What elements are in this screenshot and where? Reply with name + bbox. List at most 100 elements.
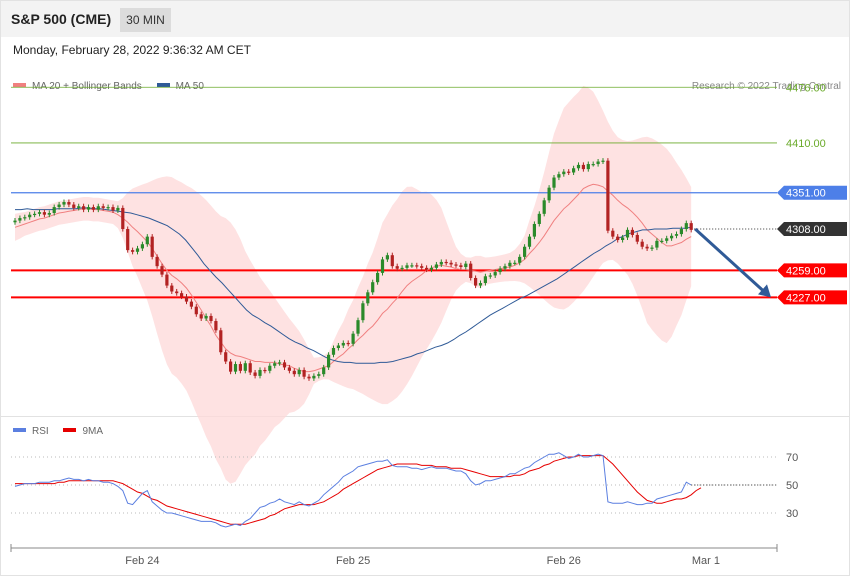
candle: [395, 263, 399, 272]
rsi-swatch-icon: [13, 428, 26, 433]
candle: [77, 203, 81, 211]
candle-body: [23, 217, 27, 219]
candle: [346, 340, 350, 347]
candle: [591, 161, 595, 167]
candle: [518, 254, 522, 266]
candle-body: [689, 223, 693, 230]
timeframe-button[interactable]: 30 MIN: [120, 8, 171, 32]
candle-body: [37, 212, 42, 214]
candle: [513, 260, 517, 266]
legend-item-ma50: MA 50: [156, 81, 204, 92]
candle-body: [47, 212, 51, 215]
candle-body: [523, 246, 527, 257]
candle: [366, 289, 370, 306]
pane-divider: [1, 416, 849, 417]
candle: [557, 171, 561, 181]
candle: [645, 244, 649, 251]
level-label-4476.00: 4476.00: [786, 82, 826, 94]
rsi-line: [14, 452, 692, 528]
candle: [542, 197, 546, 217]
candle-body: [165, 274, 169, 286]
candle: [18, 215, 22, 224]
candle: [322, 364, 326, 377]
candle: [287, 364, 291, 374]
legend-label-ma20: MA 20 + Bollinger Bands: [32, 81, 142, 92]
level-label-4410.00: 4410.00: [786, 138, 826, 150]
candle: [493, 269, 497, 278]
candle: [380, 256, 385, 276]
candle-body: [488, 275, 492, 277]
candle: [439, 259, 443, 268]
candle: [650, 245, 654, 251]
candle-body: [209, 315, 213, 322]
candle: [684, 220, 688, 232]
candle-body: [542, 200, 546, 214]
candle-body: [297, 369, 301, 375]
candle-body: [537, 213, 541, 224]
candle: [527, 234, 532, 250]
candle: [194, 304, 198, 317]
forecast-arrow: [694, 227, 767, 294]
candle: [42, 209, 46, 218]
candle-body: [62, 202, 66, 205]
candle-body: [390, 255, 394, 267]
candle: [155, 254, 159, 269]
candle-body: [155, 256, 159, 267]
candle-body: [674, 234, 679, 236]
legend-label-rsi: RSI: [32, 426, 49, 437]
candle-body: [229, 361, 233, 372]
candle: [57, 202, 61, 210]
candle: [292, 368, 296, 377]
candle: [449, 260, 453, 268]
candle-body: [258, 369, 262, 376]
candle: [601, 158, 605, 165]
candle-body: [415, 265, 419, 267]
candle-body: [214, 321, 218, 331]
candle: [312, 373, 316, 381]
candle-body: [474, 277, 478, 286]
candle: [199, 311, 203, 322]
forecast-arrow-head: [758, 284, 771, 298]
candle-body: [268, 365, 272, 371]
candle: [459, 262, 463, 270]
legend-item-9ma: 9MA: [63, 426, 103, 437]
candle: [616, 234, 620, 243]
bollinger-band: [15, 85, 692, 484]
candle-body: [449, 262, 453, 265]
candle-body: [405, 265, 409, 268]
candle: [508, 260, 512, 269]
candle-body: [454, 264, 458, 266]
candle: [91, 204, 95, 213]
candle-body: [425, 267, 429, 270]
candle: [263, 367, 267, 374]
candle: [474, 275, 478, 289]
candle-body: [547, 187, 551, 201]
candle-body: [665, 238, 669, 241]
candle-body: [194, 306, 198, 315]
candle-body: [493, 272, 497, 276]
candle: [219, 327, 223, 355]
candle: [258, 367, 262, 379]
candle: [67, 199, 71, 208]
candle: [469, 261, 473, 281]
candle: [111, 204, 115, 213]
candle-body: [679, 229, 683, 235]
candle-body: [184, 296, 189, 302]
candle-body: [439, 261, 443, 265]
candle-body: [380, 259, 385, 273]
candle: [464, 261, 468, 270]
candle-body: [385, 255, 389, 260]
candle: [444, 259, 448, 266]
candle: [273, 360, 277, 369]
candle: [116, 205, 120, 213]
candle: [23, 214, 27, 221]
candle-body: [611, 230, 615, 237]
candle-body: [86, 207, 91, 210]
instrument-title: S&P 500 (CME): [11, 11, 112, 27]
candle: [302, 367, 306, 380]
candle: [410, 262, 414, 268]
candle: [665, 235, 669, 244]
candle: [209, 313, 213, 324]
candle-body: [243, 363, 247, 371]
candle-body: [18, 218, 22, 221]
